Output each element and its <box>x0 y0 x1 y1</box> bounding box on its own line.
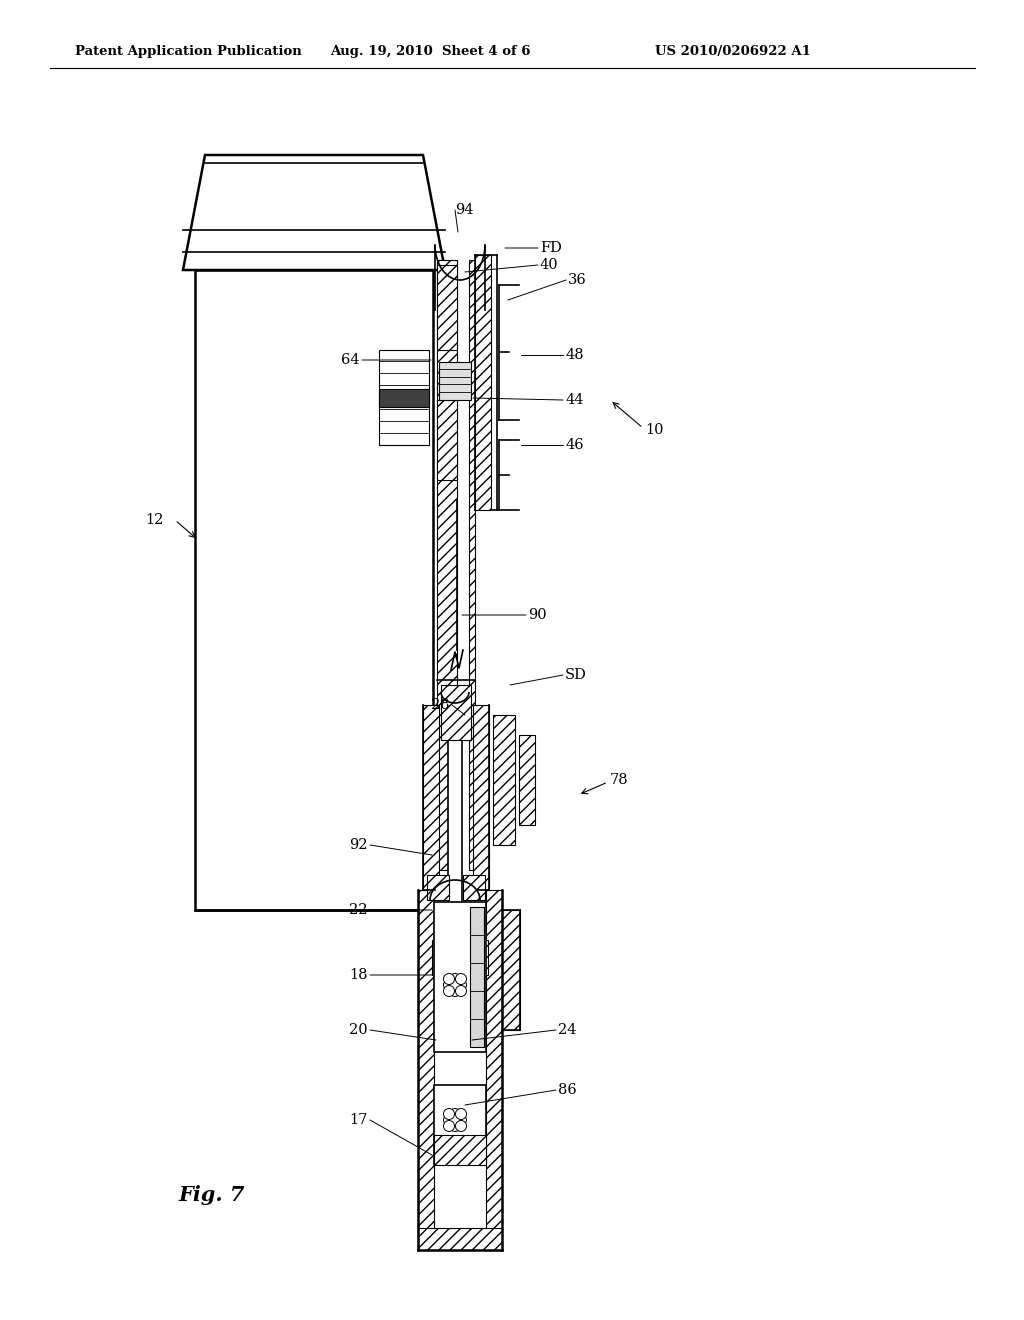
Bar <box>473 705 489 890</box>
Circle shape <box>443 974 455 985</box>
Text: Fig. 7: Fig. 7 <box>178 1185 245 1205</box>
Circle shape <box>443 986 455 997</box>
Text: SD: SD <box>565 668 587 682</box>
Text: 17: 17 <box>349 1113 368 1127</box>
Bar <box>195 271 433 909</box>
Circle shape <box>443 979 455 990</box>
Circle shape <box>456 1114 467 1126</box>
Bar <box>379 350 429 445</box>
Bar <box>437 265 457 350</box>
Bar <box>434 902 486 1052</box>
Text: 10: 10 <box>645 422 664 437</box>
Circle shape <box>456 1121 467 1131</box>
Bar <box>449 696 462 915</box>
Bar <box>475 255 490 510</box>
Circle shape <box>450 1114 461 1126</box>
Bar <box>437 400 457 480</box>
Text: 24: 24 <box>558 1023 577 1038</box>
Bar <box>502 909 520 1030</box>
Text: 46: 46 <box>565 438 584 451</box>
Bar <box>427 875 449 900</box>
Circle shape <box>443 1121 455 1131</box>
Text: 20: 20 <box>349 1023 368 1038</box>
Circle shape <box>450 986 461 997</box>
Bar <box>486 890 502 1250</box>
Text: 94: 94 <box>455 203 473 216</box>
Text: US 2010/0206922 A1: US 2010/0206922 A1 <box>655 45 811 58</box>
Circle shape <box>456 974 467 985</box>
Bar <box>418 890 434 1250</box>
Bar <box>423 705 439 890</box>
Text: FD: FD <box>540 242 562 255</box>
Circle shape <box>443 1109 455 1119</box>
Circle shape <box>443 1114 455 1126</box>
Text: 44: 44 <box>565 393 584 407</box>
Bar <box>418 1228 502 1250</box>
Text: 28: 28 <box>431 698 450 711</box>
Circle shape <box>450 974 461 985</box>
Bar <box>470 907 484 1047</box>
Circle shape <box>450 1109 461 1119</box>
Text: 92: 92 <box>349 838 368 851</box>
Text: 36: 36 <box>568 273 587 286</box>
Text: 18: 18 <box>349 968 368 982</box>
Bar <box>432 940 488 975</box>
Circle shape <box>456 1109 467 1119</box>
Bar <box>437 260 457 870</box>
Polygon shape <box>183 154 445 271</box>
Text: 40: 40 <box>540 257 559 272</box>
Text: 22: 22 <box>349 903 368 917</box>
Bar <box>379 389 429 407</box>
Text: 48: 48 <box>565 348 584 362</box>
Circle shape <box>456 986 467 997</box>
Circle shape <box>450 979 461 990</box>
Bar <box>493 715 515 845</box>
Text: 64: 64 <box>341 352 360 367</box>
Bar <box>441 685 471 741</box>
Text: 12: 12 <box>145 513 164 527</box>
Circle shape <box>456 979 467 990</box>
Circle shape <box>450 1121 461 1131</box>
Bar <box>519 735 535 825</box>
Bar <box>469 260 475 870</box>
Text: Patent Application Publication: Patent Application Publication <box>75 45 302 58</box>
Bar <box>439 362 471 400</box>
Bar <box>463 875 485 900</box>
Text: 86: 86 <box>558 1082 577 1097</box>
Text: Aug. 19, 2010  Sheet 4 of 6: Aug. 19, 2010 Sheet 4 of 6 <box>330 45 530 58</box>
Text: 78: 78 <box>610 774 629 787</box>
Bar <box>434 1085 486 1166</box>
Text: 90: 90 <box>528 609 547 622</box>
Bar <box>434 1135 486 1166</box>
